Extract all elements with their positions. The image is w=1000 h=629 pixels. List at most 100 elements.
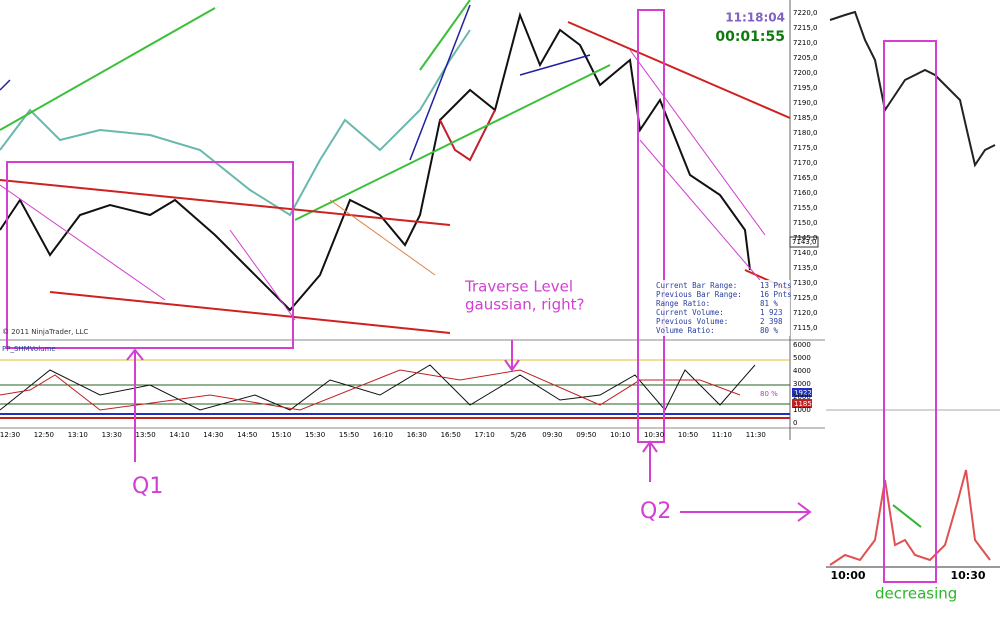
info-value: 1 923 bbox=[760, 308, 783, 317]
time-label: 14:30 bbox=[203, 431, 223, 439]
time-label: 09:30 bbox=[542, 431, 562, 439]
annotation: gaussian, right? bbox=[465, 296, 584, 314]
time-label: 13:10 bbox=[68, 431, 88, 439]
trend-line bbox=[629, 49, 766, 236]
trend-line bbox=[639, 139, 761, 281]
decrease-line bbox=[892, 504, 922, 528]
price-label: 7160,0 bbox=[793, 189, 818, 197]
price-bars-faded bbox=[0, 29, 471, 217]
time-label: 11:10 bbox=[712, 431, 732, 439]
volume-zigzag bbox=[0, 369, 741, 411]
trend-line bbox=[409, 4, 471, 161]
inset-background bbox=[826, 0, 1000, 580]
price-label: 7150,0 bbox=[793, 219, 818, 227]
trend-line bbox=[49, 291, 451, 334]
info-label: Current Bar Range: bbox=[656, 281, 737, 290]
info-label: Previous Volume: bbox=[656, 317, 728, 326]
countdown: 00:01:55 bbox=[715, 29, 785, 45]
price-label: 7125,0 bbox=[793, 294, 818, 302]
trend-line bbox=[519, 54, 591, 76]
info-value: 13 Pnts bbox=[760, 281, 792, 290]
arrow bbox=[680, 502, 812, 522]
volume-label: 1185 bbox=[794, 400, 812, 408]
highlight-box bbox=[6, 161, 294, 349]
volume-box bbox=[792, 399, 812, 408]
volume-axis-label: 5000 bbox=[793, 354, 811, 362]
clock: 11:18:04 bbox=[725, 11, 785, 25]
price-label: 7185,0 bbox=[793, 114, 818, 122]
inset-price bbox=[829, 10, 996, 168]
price-label: 7190,0 bbox=[793, 99, 818, 107]
trend-line bbox=[294, 64, 611, 221]
highlight-box bbox=[883, 40, 937, 583]
time-label: 5/26 bbox=[511, 431, 527, 439]
copyright: © 2011 NinjaTrader, LLC bbox=[2, 328, 88, 336]
time-label: 10:30 bbox=[644, 431, 664, 439]
time-label: 10:50 bbox=[678, 431, 698, 439]
price-label: 7170,0 bbox=[793, 159, 818, 167]
price-label: 7165,0 bbox=[793, 174, 818, 182]
info-value: 16 Pnts bbox=[760, 290, 792, 299]
annotation: Q2 bbox=[640, 499, 671, 524]
inset-time: 10:30 bbox=[950, 569, 985, 582]
annotation: decreasing bbox=[875, 585, 957, 603]
trend-line bbox=[0, 179, 451, 226]
trend-line bbox=[229, 229, 296, 321]
annotation: Traverse Level bbox=[464, 278, 573, 296]
price-label: 7175,0 bbox=[793, 144, 818, 152]
time-label: 15:30 bbox=[305, 431, 325, 439]
inset-chart bbox=[826, 0, 1000, 583]
price-label: 7215,0 bbox=[793, 24, 818, 32]
indicator-name: PP_SHMVolume bbox=[2, 345, 56, 353]
price-label: 7140,0 bbox=[793, 249, 818, 257]
volume-axis-label: 0 bbox=[793, 419, 797, 427]
time-label: 12:30 bbox=[0, 431, 20, 439]
axis-labels: 7220,0 7215,0 7210,0 7205,0 7200,0 7195,0 7190… bbox=[0, 9, 818, 439]
price-label: 7135,0 bbox=[793, 264, 818, 272]
trend-line bbox=[329, 199, 436, 276]
trend-line bbox=[0, 7, 216, 131]
price-label: 7120,0 bbox=[793, 309, 818, 317]
price-bars-red bbox=[439, 109, 496, 162]
price-label: 7195,0 bbox=[793, 84, 818, 92]
price-label: 7145,0 bbox=[793, 234, 818, 242]
price-label: 7130,0 bbox=[793, 279, 818, 287]
trend-line bbox=[0, 79, 11, 91]
arrow bbox=[642, 440, 658, 482]
price-label: 7115,0 bbox=[793, 324, 818, 332]
time-label: 14:50 bbox=[237, 431, 257, 439]
price-label: 7210,0 bbox=[793, 39, 818, 47]
volume-axis-label: 2000 bbox=[793, 393, 811, 401]
arrow bbox=[504, 340, 520, 372]
current-price-box bbox=[789, 236, 819, 248]
price-label: 7220,0 bbox=[793, 9, 818, 17]
ratio-label: 80 % bbox=[760, 390, 778, 398]
info-value: 81 % bbox=[760, 299, 779, 308]
info-label: Range Ratio: bbox=[656, 299, 710, 308]
volume-label: 1922 bbox=[794, 389, 812, 397]
info-background bbox=[652, 280, 790, 336]
price-label: 7155,0 bbox=[793, 204, 818, 212]
time-label: 15:10 bbox=[271, 431, 291, 439]
trend-line bbox=[567, 21, 791, 119]
time-label: 14:10 bbox=[169, 431, 189, 439]
time-label: 11:30 bbox=[746, 431, 766, 439]
trend-line bbox=[419, 0, 471, 71]
info-label: Previous Bar Range: bbox=[656, 290, 742, 299]
inset-time: 10:00 bbox=[830, 569, 865, 582]
price-label: 7200,0 bbox=[793, 69, 818, 77]
volume-axis-label: 1000 bbox=[793, 406, 811, 414]
annotation: Q1 bbox=[132, 474, 163, 499]
info-label: Volume Ratio: bbox=[656, 326, 715, 335]
price-bars bbox=[0, 11, 751, 312]
price-label: 7205,0 bbox=[793, 54, 818, 62]
current-price: 7143,0 bbox=[792, 238, 817, 246]
time-label: 16:50 bbox=[441, 431, 461, 439]
price-label: 7180,0 bbox=[793, 129, 818, 137]
time-label: 09:50 bbox=[576, 431, 596, 439]
info-value: 2 398 bbox=[760, 317, 783, 326]
info-value: 80 % bbox=[760, 326, 779, 335]
volume-box bbox=[792, 388, 812, 397]
